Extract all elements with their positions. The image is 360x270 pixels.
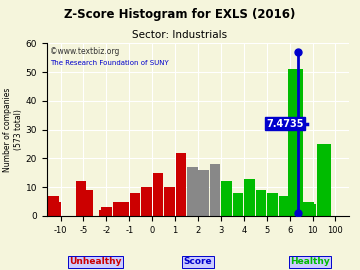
Bar bbox=[164, 187, 175, 216]
Text: The Research Foundation of SUNY: The Research Foundation of SUNY bbox=[50, 60, 168, 66]
Bar bbox=[198, 170, 209, 216]
Bar bbox=[297, 202, 308, 216]
Text: Healthy: Healthy bbox=[290, 257, 330, 266]
Bar bbox=[289, 199, 299, 216]
Bar bbox=[267, 193, 278, 216]
Bar bbox=[316, 144, 332, 216]
Bar bbox=[244, 178, 255, 216]
Bar bbox=[300, 204, 311, 216]
Bar bbox=[101, 207, 112, 216]
Bar bbox=[294, 202, 305, 216]
Bar bbox=[51, 202, 61, 216]
Bar bbox=[187, 167, 198, 216]
Bar bbox=[210, 164, 220, 216]
Text: Unhealthy: Unhealthy bbox=[69, 257, 121, 266]
Y-axis label: Number of companies
(573 total): Number of companies (573 total) bbox=[3, 87, 23, 172]
Bar bbox=[78, 190, 89, 216]
Text: Sector: Industrials: Sector: Industrials bbox=[132, 30, 228, 40]
Bar bbox=[113, 202, 123, 216]
Text: Score: Score bbox=[184, 257, 212, 266]
Bar bbox=[256, 190, 266, 216]
Bar bbox=[303, 202, 314, 216]
Bar bbox=[118, 202, 129, 216]
Bar bbox=[221, 181, 232, 216]
Bar bbox=[130, 193, 140, 216]
Text: 7.4735: 7.4735 bbox=[266, 119, 303, 129]
Bar bbox=[141, 187, 152, 216]
Text: ©www.textbiz.org: ©www.textbiz.org bbox=[50, 47, 119, 56]
Bar bbox=[99, 210, 110, 216]
Bar bbox=[279, 196, 289, 216]
Bar bbox=[82, 190, 93, 216]
Bar bbox=[292, 202, 302, 216]
Bar bbox=[76, 181, 86, 216]
Bar bbox=[176, 153, 186, 216]
Bar bbox=[306, 204, 316, 216]
Bar bbox=[233, 193, 243, 216]
Bar bbox=[288, 69, 303, 216]
Text: Z-Score Histogram for EXLS (2016): Z-Score Histogram for EXLS (2016) bbox=[64, 8, 296, 21]
Bar bbox=[153, 173, 163, 216]
Bar bbox=[286, 199, 296, 216]
Bar bbox=[48, 196, 59, 216]
